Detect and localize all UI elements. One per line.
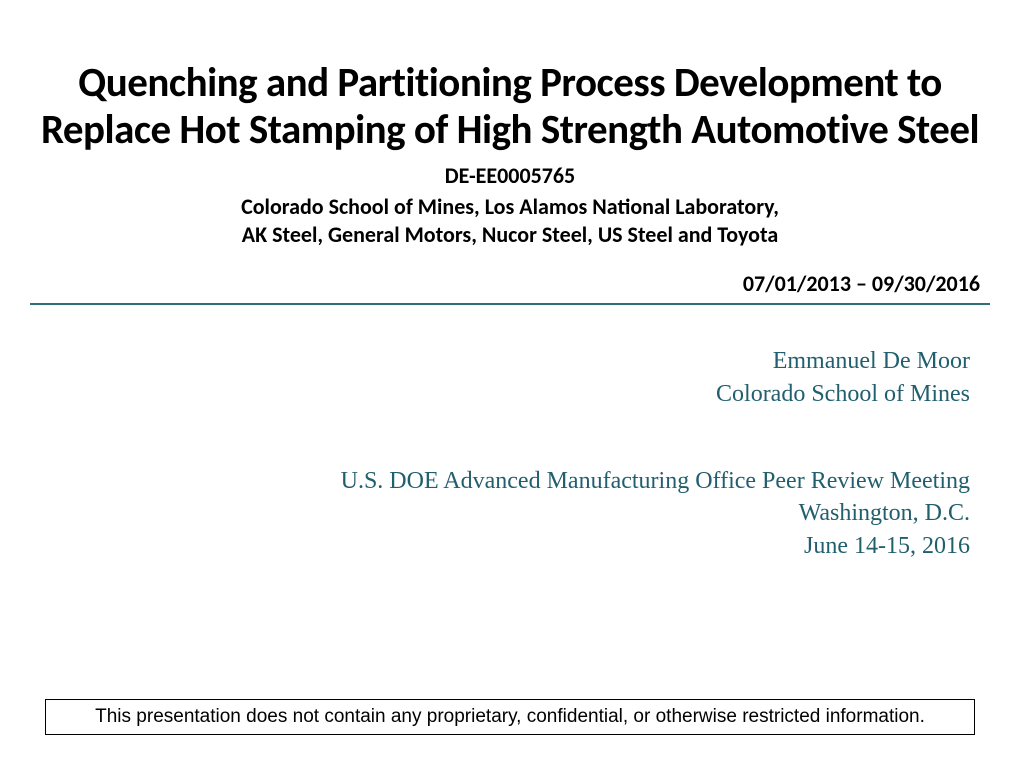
author-block: Emmanuel De Moor Colorado School of Mine… <box>0 305 1020 410</box>
header-block: Quenching and Partitioning Process Devel… <box>0 0 1020 268</box>
meeting-event: U.S. DOE Advanced Manufacturing Office P… <box>0 465 970 497</box>
meeting-location: Washington, D.C. <box>0 497 970 529</box>
partners-line-1: Colorado School of Mines, Los Alamos Nat… <box>40 193 980 221</box>
slide-title-text: Quenching and Partitioning Process Devel… <box>40 60 980 154</box>
meeting-block: U.S. DOE Advanced Manufacturing Office P… <box>0 410 1020 562</box>
disclaimer-text: This presentation does not contain any p… <box>95 706 925 727</box>
grant-id: DE-EE0005765 <box>40 162 980 189</box>
author-name: Emmanuel De Moor <box>0 345 970 377</box>
slide-title: Quenching and Partitioning Process Devel… <box>0 0 1020 765</box>
author-affiliation: Colorado School of Mines <box>0 378 970 410</box>
meeting-date: June 14-15, 2016 <box>0 530 970 562</box>
disclaimer-box: This presentation does not contain any p… <box>45 699 975 735</box>
project-dates: 07/01/2013 – 09/30/2016 <box>0 270 1020 297</box>
partners-line-2: AK Steel, General Motors, Nucor Steel, U… <box>40 221 980 249</box>
